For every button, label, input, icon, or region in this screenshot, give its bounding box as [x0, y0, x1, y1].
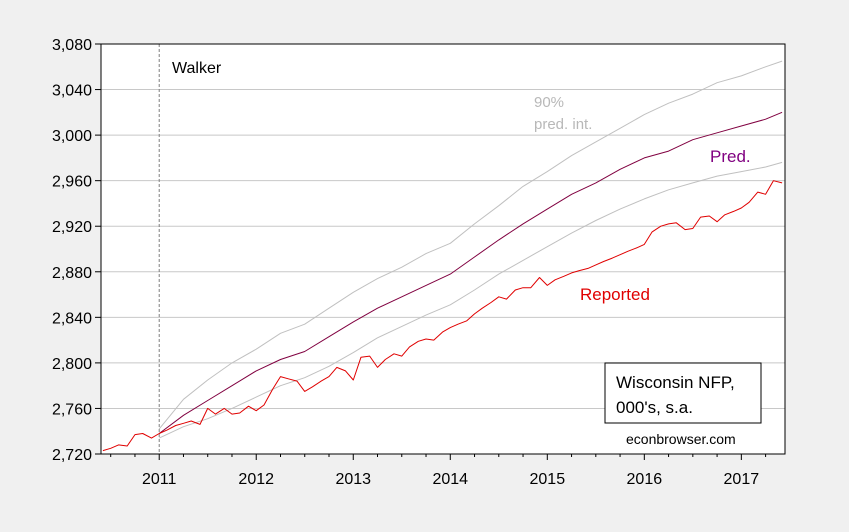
axis-ticks — [95, 43, 767, 460]
x-tick-label: 2013 — [335, 471, 371, 488]
legend-box-line2: 000's, s.a. — [616, 398, 693, 417]
y-tick-label: 2,720 — [52, 447, 92, 464]
y-tick-label: 2,880 — [52, 265, 92, 282]
x-tick-label: 2014 — [432, 471, 468, 488]
y-tick-label: 2,840 — [52, 310, 92, 327]
series-line-interval-upper — [158, 60, 783, 430]
series-line-reported — [102, 180, 783, 452]
series-group — [102, 60, 783, 452]
y-tick-label: 3,080 — [52, 37, 92, 54]
gridlines — [101, 89, 785, 409]
y-tick-label: 3,040 — [52, 83, 92, 100]
x-tick-label: 2017 — [724, 471, 760, 488]
x-axis-tick-labels: 2011 2012 2013 2014 2015 2016 2017 — [142, 471, 759, 488]
reported-label: Reported — [580, 285, 650, 304]
y-axis-tick-labels: 2,720 2,760 2,800 2,840 2,880 2,920 2,960 3,000… — [52, 37, 92, 464]
y-tick-label: 3,000 — [52, 128, 92, 145]
pred-int-label-line1: 90% — [534, 94, 564, 111]
y-tick-label: 2,800 — [52, 356, 92, 373]
y-tick-label: 2,960 — [52, 174, 92, 191]
plot-frame — [100, 43, 786, 455]
legend-box-line1: Wisconsin NFP, — [616, 373, 735, 392]
pred-int-label-line2: pred. int. — [534, 116, 592, 133]
series-line-interval-lower — [158, 161, 783, 439]
x-tick-label: 2011 — [142, 471, 177, 488]
x-tick-label: 2015 — [530, 471, 566, 488]
pred-label: Pred. — [710, 147, 751, 166]
x-tick-label: 2016 — [627, 471, 663, 488]
source-label: econbrowser.com — [626, 431, 736, 447]
legend-box — [604, 362, 762, 424]
series-line-pred — [158, 111, 783, 434]
x-tick-label: 2012 — [238, 471, 274, 488]
y-tick-label: 2,920 — [52, 219, 92, 236]
walker-label: Walker — [172, 60, 222, 77]
y-tick-label: 2,760 — [52, 401, 92, 418]
